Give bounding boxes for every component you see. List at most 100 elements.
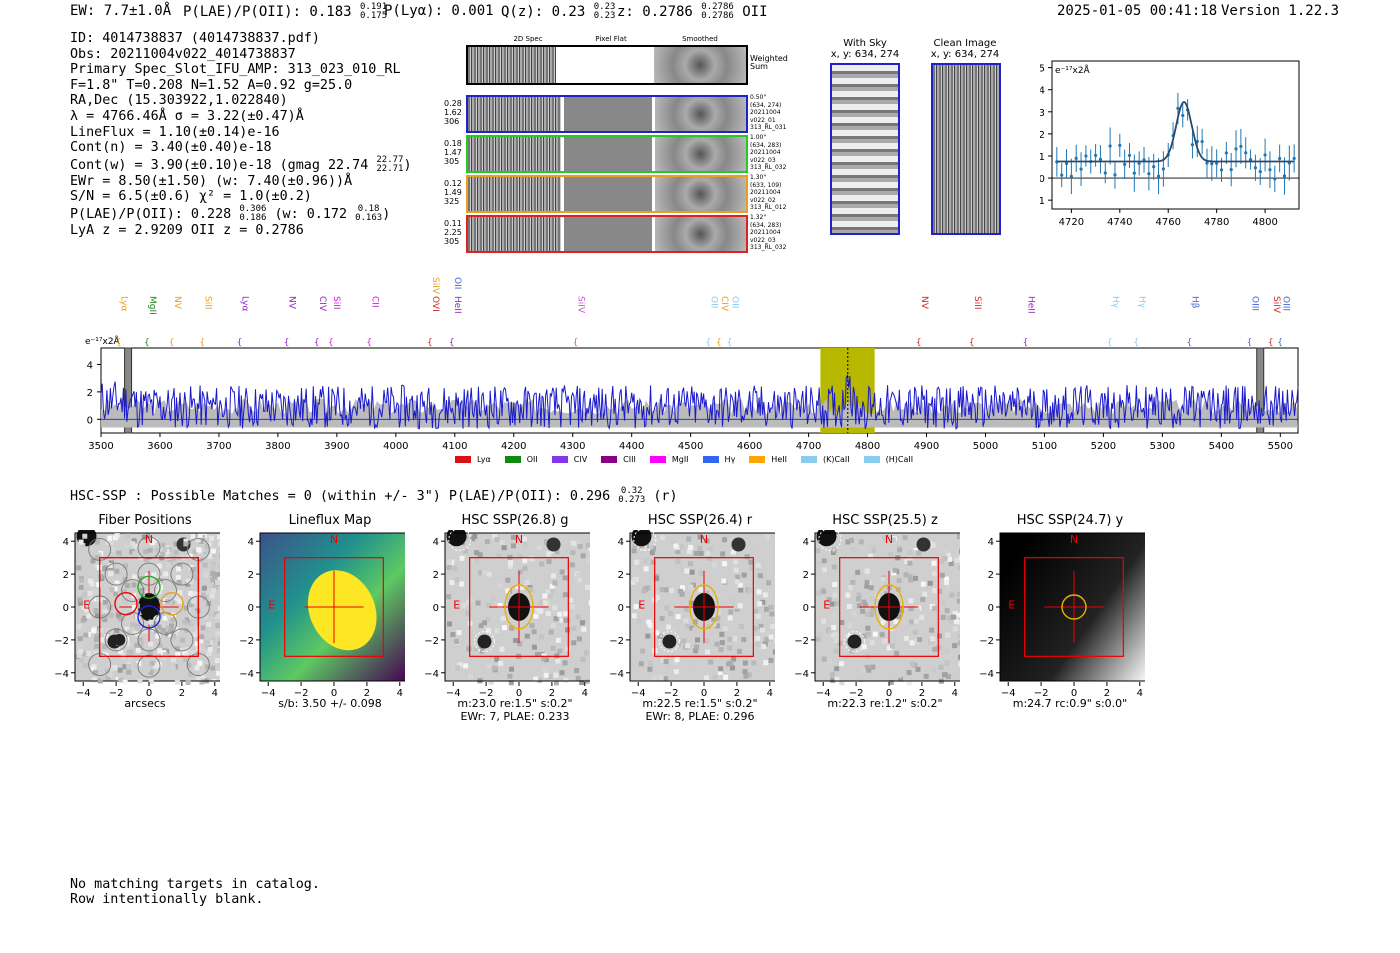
legend-label: CIV (573, 455, 588, 464)
hsc-noise-pixel (478, 570, 484, 576)
hsc-noise-pixel (198, 638, 204, 644)
fiber-noise-pixel (183, 652, 189, 658)
fiber-noise-pixel (156, 563, 162, 569)
legend-label: Lyα (477, 455, 491, 464)
hsc-xtick-label: −4 (76, 688, 91, 698)
fiber-noise-pixel (175, 651, 181, 657)
hsc-noise-pixel (886, 645, 892, 651)
fiber-noise-pixel (203, 642, 209, 648)
fiber-noise-pixel (160, 542, 166, 548)
hsc-noise-pixel (548, 629, 554, 635)
spectrum-xtick-label: 5200 (1091, 441, 1116, 452)
hsc-noise-pixel (849, 648, 855, 654)
cutout-right-line: 313_RL_031 (750, 124, 787, 131)
legend-label: MgII (671, 455, 689, 464)
spectrum-masked-region (124, 347, 133, 434)
fiber-noise-pixel (182, 619, 188, 625)
cutout-right-line: 20211004 (750, 109, 781, 116)
hsc-noise-pixel (589, 551, 590, 557)
hsc-noise-pixel (691, 661, 697, 667)
east-label: E (453, 599, 460, 612)
hsc-noise-pixel (632, 577, 638, 583)
fiber-noise-pixel (210, 564, 216, 570)
hsc-noise-pixel (705, 649, 711, 655)
legend-swatch (504, 456, 521, 463)
hsc-noise-pixel (860, 667, 866, 673)
hsc-ytick-label: −2 (609, 636, 624, 647)
hsc-ytick-label: 4 (988, 537, 994, 548)
fiber-noise-pixel (96, 582, 102, 588)
zoom-point (1156, 174, 1161, 178)
hsc-noise-pixel (884, 622, 890, 628)
hsc-noise-pixel (528, 587, 534, 593)
hsc-noise-pixel (868, 585, 874, 591)
hsc-noise-pixel (914, 638, 920, 644)
cutout-col-2d: 2D Spec (513, 35, 543, 43)
hsc-noise-pixel (897, 547, 903, 553)
fiber-noise-pixel (135, 626, 141, 632)
hsc-noise-pixel (929, 627, 935, 633)
hsc-noise-pixel (862, 633, 868, 639)
hsc-noise-pixel (773, 637, 775, 643)
aperture-box (469, 557, 569, 657)
hsc-noise-pixel (114, 580, 120, 586)
fiber-noise-pixel (78, 642, 84, 648)
info-contw: Cont(w) = 3.90(±0.10)e-18 (gmag 22.74 22… (70, 155, 412, 174)
fiber-noise-pixel (166, 613, 172, 619)
hsc-noise-pixel (957, 633, 960, 639)
spectrum-xtick-label: 4700 (796, 441, 821, 452)
header-version: Version 1.22.3 (1221, 3, 1340, 19)
z-bounds: 0.2786 0.2786 (701, 3, 734, 21)
hsc-noise-pixel (545, 589, 551, 595)
hsc-noise-pixel (660, 657, 666, 663)
hsc-noise-pixel (202, 562, 208, 568)
hsc-noise-pixel (851, 611, 857, 617)
spectrum-line-bracket: { (727, 338, 733, 348)
hsc-noise-pixel (545, 601, 551, 607)
zoom-point (1224, 151, 1228, 155)
hsc-noise-pixel (697, 545, 703, 551)
cutout-right-line: v022_03 (750, 156, 776, 164)
hsc-summary-text: HSC-SSP : Possible Matches = 0 (within +… (70, 489, 611, 504)
hsc-noise-pixel (871, 606, 877, 612)
hsc-noise-pixel (870, 544, 876, 550)
hsc-noise-pixel (741, 572, 747, 578)
hsc-noise-pixel (674, 656, 680, 662)
hsc-noise-pixel (845, 539, 851, 545)
hsc-noise-pixel (727, 645, 733, 651)
hsc-noise-pixel (760, 627, 766, 633)
fiber-noise-pixel (214, 631, 220, 637)
info-obs: Obs: 20211004v022_4014738837 (70, 46, 296, 62)
fiber-noise-pixel (123, 563, 129, 569)
hsc-noise-pixel (742, 669, 748, 675)
zoom-frame (1051, 60, 1300, 210)
hsc-xtick-label: 2 (179, 688, 185, 698)
fiber-noise-pixel (79, 657, 85, 663)
hsc-noise-pixel (663, 658, 669, 664)
fiber-noise-pixel (206, 622, 212, 628)
hsc-noise-pixel (764, 534, 770, 540)
hsc-noise-pixel (692, 619, 698, 625)
fiber-noise-pixel (155, 633, 161, 639)
hsc-noise-pixel (869, 640, 875, 646)
zoom-point (1253, 166, 1258, 170)
weighted-sum-row (466, 45, 748, 85)
cutout-right-line: v022_03 (750, 236, 776, 244)
hsc-noise-pixel (684, 568, 690, 574)
hsc-noise-pixel (549, 588, 555, 594)
fiber-noise-pixel (175, 575, 181, 581)
hsc-noise-pixel (647, 666, 653, 672)
hsc-noise-pixel (218, 675, 220, 681)
hsc-noise-pixel (143, 557, 149, 563)
hsc-noise-pixel (847, 622, 853, 628)
hsc-noise-pixel (832, 613, 838, 619)
hsc-noise-pixel (943, 548, 949, 554)
fiber-noise-pixel (183, 538, 189, 544)
weighted-sum-label: Weighted Sum (750, 54, 788, 71)
hsc-noise-pixel (131, 538, 137, 544)
hsc-noise-pixel (755, 613, 761, 619)
hsc-noise-pixel (826, 597, 832, 603)
hsc-xtick-label: 4 (582, 688, 588, 698)
hsc-noise-pixel (147, 651, 153, 657)
hsc-noise-pixel (466, 646, 472, 652)
